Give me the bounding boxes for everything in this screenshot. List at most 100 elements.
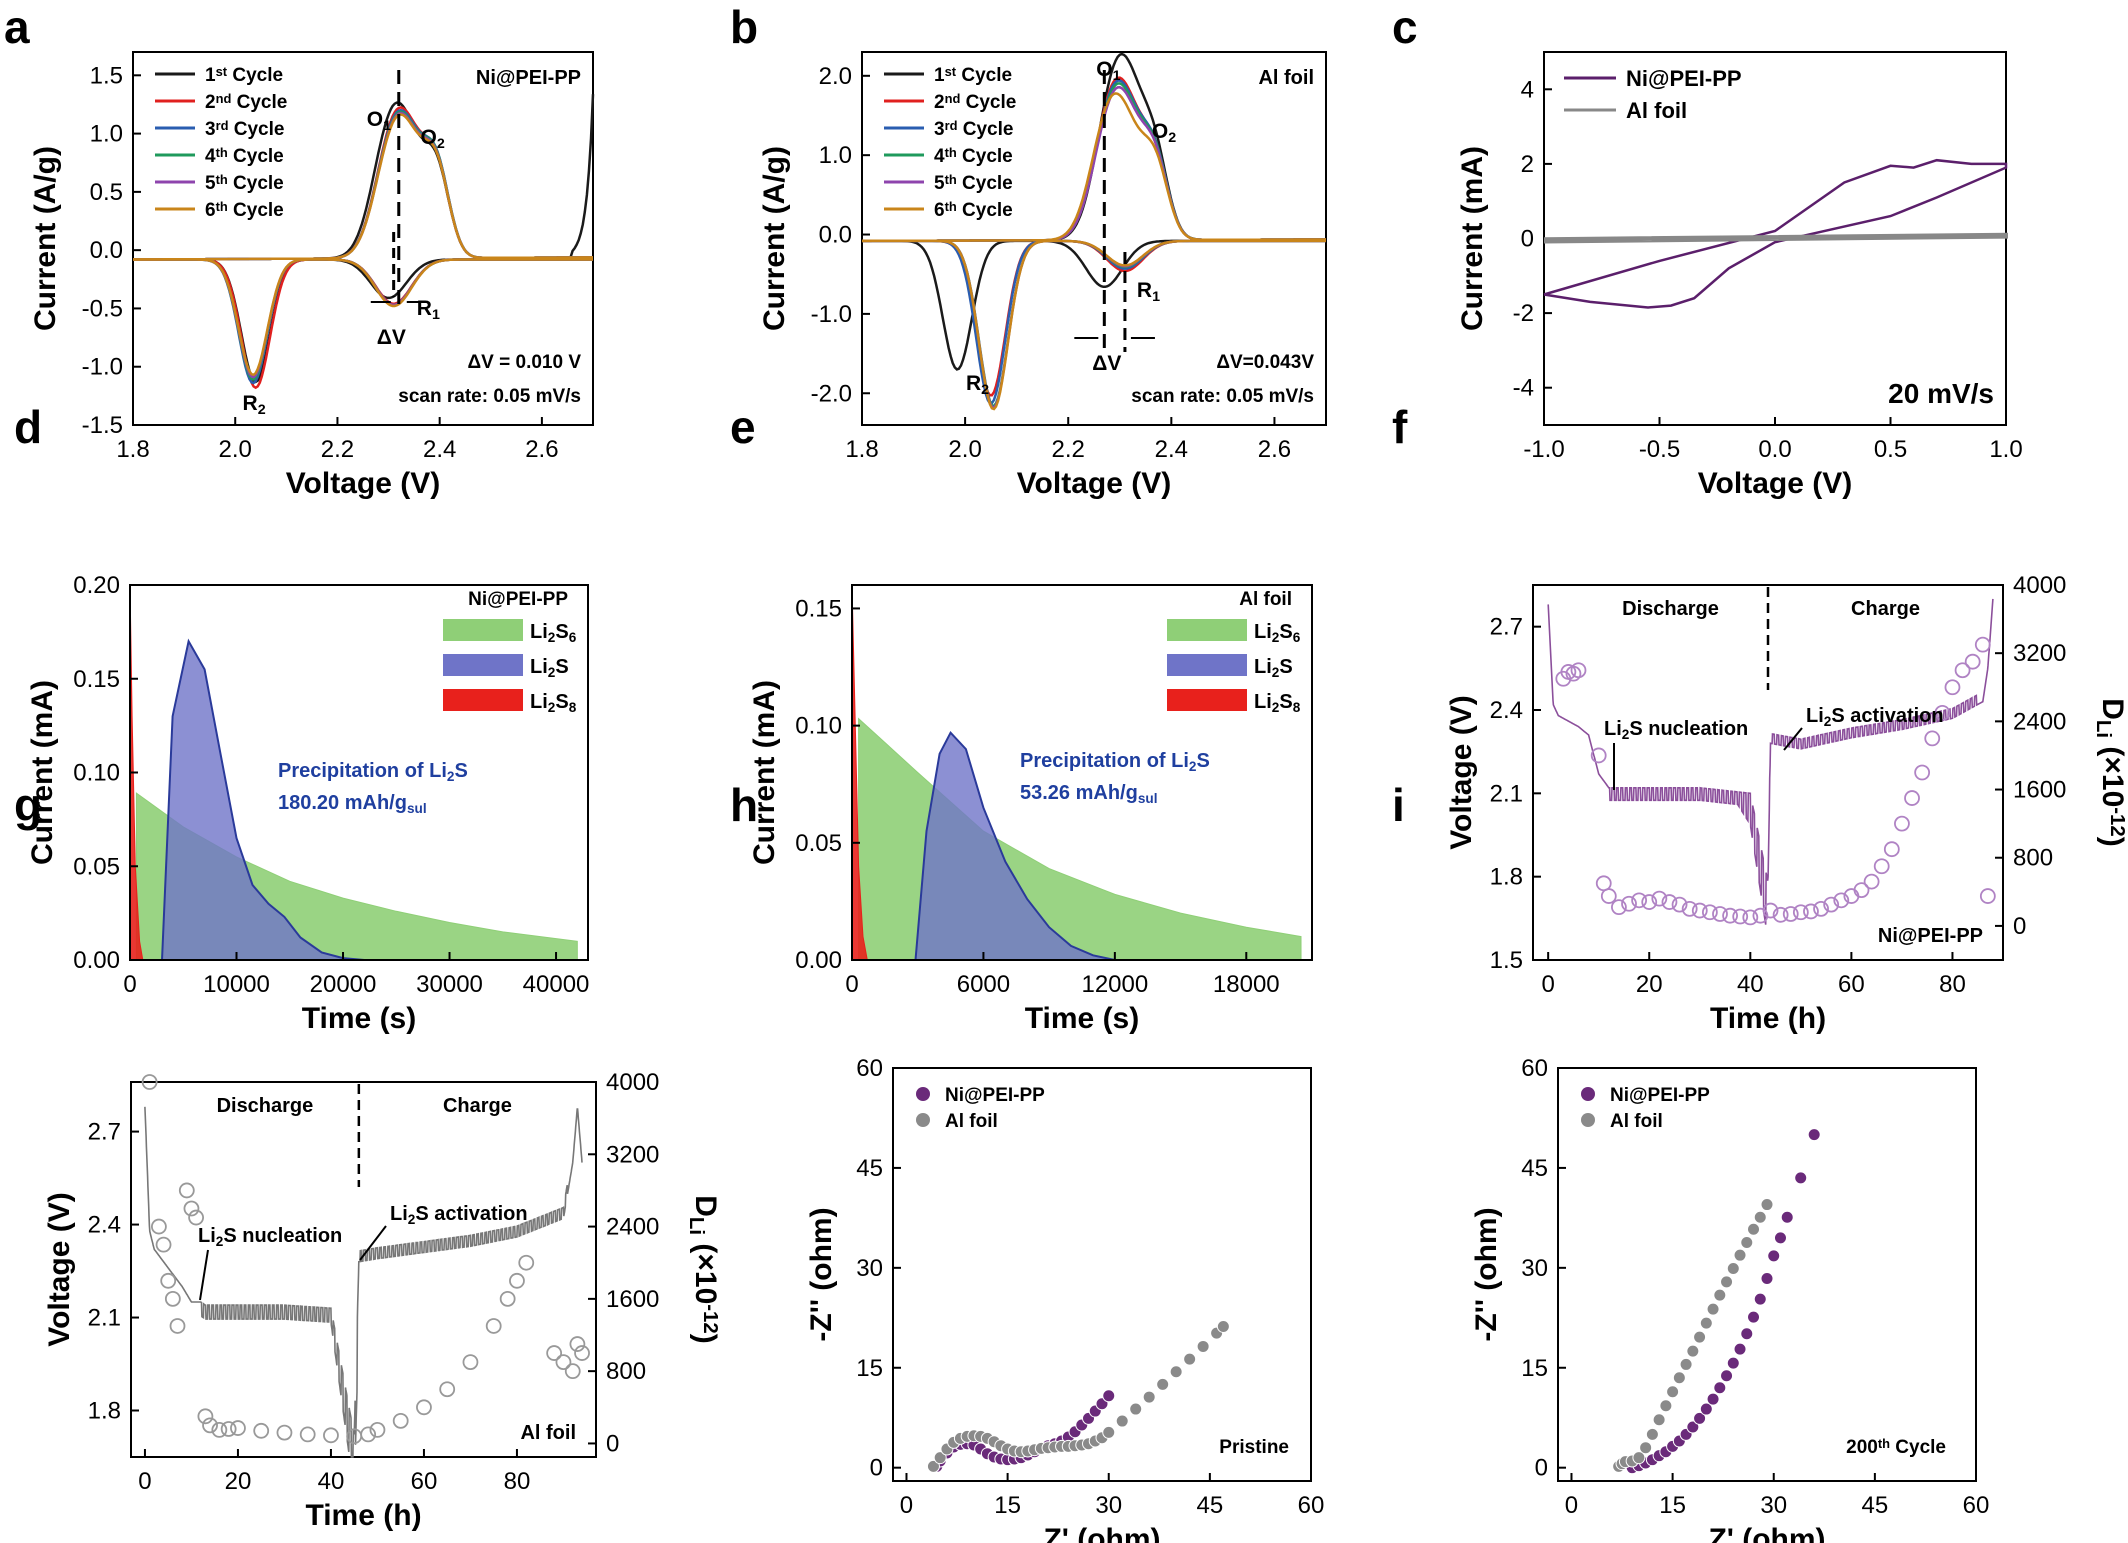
legend-swatch [443,689,523,711]
x-tick-label: 1.0 [1989,436,2022,463]
y-tick-label: 0.20 [73,572,120,599]
x-axis-label: Z' (ohm) [1043,1523,1160,1543]
x-axis-label: Voltage (V) [1017,467,1171,500]
chart-b: 1.8 2.0 2.2 2.4 2.6 -2.0 -1.0 0.0 1.0 2.0 Voltage … [758,51,1327,500]
legend-swatch [1581,1087,1595,1101]
y-tick-label: 30 [1521,1255,1548,1282]
y2-axis-label: DLi (×10-12) [2092,698,2128,847]
dli-marker [1701,904,1718,921]
phase-label-discharge: Discharge [1622,598,1719,620]
x-tick-label: 0.0 [1758,436,1791,463]
chart-g: 0 20 40 60 80 1.8 2.1 2.4 2.7 Time (h) Voltage (V)… [43,1069,722,1532]
chart-c: -1.0 -0.5 0.0 0.5 1.0 -4 -2 0 2 4 Voltage (V) Curre… [1456,51,2023,500]
nyquist-point [1693,1330,1707,1344]
y-tick-label: 4 [1521,76,1534,103]
y-tick-label: -0.5 [82,295,123,322]
legend-entry: 4th Cycle [934,145,1013,167]
legend-title: Al foil [1239,589,1292,610]
x-tick-label: 15 [994,1492,1021,1519]
panel-letter-e: e [730,401,756,453]
dli-marker [439,1381,456,1398]
nyquist-point [1733,1248,1747,1262]
cv-curve-anodic-5 [133,111,593,261]
y-tick-label: 1.8 [88,1398,121,1425]
legend-swatch [1167,619,1247,641]
legend-title: Ni@PEI-PP [468,589,568,610]
x-tick-label: 15 [1659,1492,1686,1519]
legend-entry: 4th Cycle [205,145,284,167]
cv-curve-anodic-3 [133,108,593,261]
panel-letter-g: g [14,779,43,831]
nyquist-point [1639,1441,1653,1455]
dli-marker [211,1421,228,1438]
dli-marker [1782,906,1799,922]
annotation-capacity: 53.26 mAh/gsul [1020,782,1157,806]
y-tick-label: -1.5 [82,412,123,439]
dli-marker [169,1318,186,1334]
dli-marker [253,1422,270,1439]
plot-frame [130,1081,597,1458]
dli-marker [1979,888,1996,904]
y-tick-label: 0.10 [73,760,120,787]
dli-marker [1944,679,1961,696]
x-tick-label: 40 [318,1468,345,1495]
dli-marker [1954,662,1971,679]
y-tick-label: 15 [1521,1355,1548,1382]
scan-rate: scan rate: 0.05 mV/s [398,386,581,407]
dli-marker [276,1424,293,1441]
dli-marker [1934,704,1951,721]
nyquist-point [1142,1390,1156,1404]
annotation-arrow [1783,727,1803,751]
y-axis-label: Voltage (V) [1445,695,1478,849]
y-tick-label: 45 [856,1155,883,1182]
panel-letter-h: h [730,779,759,831]
nyquist-point [1713,1381,1727,1395]
dli-marker [1883,841,1900,858]
legend-entry: Ni@PEI-PP [1626,66,1742,91]
y-tick-label: 1.5 [1490,947,1523,974]
y-tick-label: 60 [1521,1055,1548,1082]
chart-a: 1.8 2.0 2.2 2.4 2.6 -1.5 -1.0 -0.5 0.0 0.5 1.0 1.5 V… [29,51,595,500]
nyquist-point [1216,1319,1230,1333]
x-axis-label: Time (h) [305,1499,421,1532]
y-tick-label: 2.1 [88,1305,121,1332]
sample-label: Ni@PEI-PP [476,67,581,89]
x-tick-label: 2.6 [1258,436,1291,463]
dli-marker [1651,890,1668,907]
dli-marker [1722,907,1738,924]
dli-marker [1641,894,1658,910]
nyquist-point [1767,1249,1781,1263]
x-tick-label: 40 [1737,971,1764,998]
nyquist-point [1169,1365,1183,1379]
y-tick-label: 2.1 [1490,780,1523,807]
dli-marker [1924,730,1941,747]
legend-swatch [443,654,523,676]
y-tick-label: 2.0 [819,63,852,90]
y-tick-label: -1.0 [811,301,852,328]
nyquist-point [1733,1342,1747,1356]
dli-marker [416,1399,432,1416]
x-tick-label: -0.5 [1639,436,1680,463]
nyquist-point [1129,1402,1143,1416]
dli-marker [141,1074,158,1090]
dli-marker [1833,892,1850,909]
scan-rate: 20 mV/s [1888,378,1994,409]
y-tick-label: 0.5 [90,179,123,206]
dli-marker [546,1345,563,1361]
legend-swatch [1581,1113,1595,1127]
legend-entry: Al foil [1626,98,1687,123]
dli-marker [1813,900,1829,917]
y2-tick-label: 4000 [2013,572,2066,599]
legend-entry: 3rd Cycle [205,118,284,140]
y-tick-label: -2.0 [811,380,852,407]
y-tick-label: 2.4 [88,1212,121,1239]
nyquist-point [1679,1357,1693,1371]
y-tick-label: 0.05 [795,830,842,857]
dli-marker [360,1426,377,1443]
legend-swatch [1167,689,1247,711]
legend-entry: 5th Cycle [934,172,1013,194]
dli-marker [1732,908,1749,925]
sample-label: Al foil [520,1422,576,1444]
x-tick-label: 2.2 [1052,436,1085,463]
annotation-arrow [199,1249,209,1301]
